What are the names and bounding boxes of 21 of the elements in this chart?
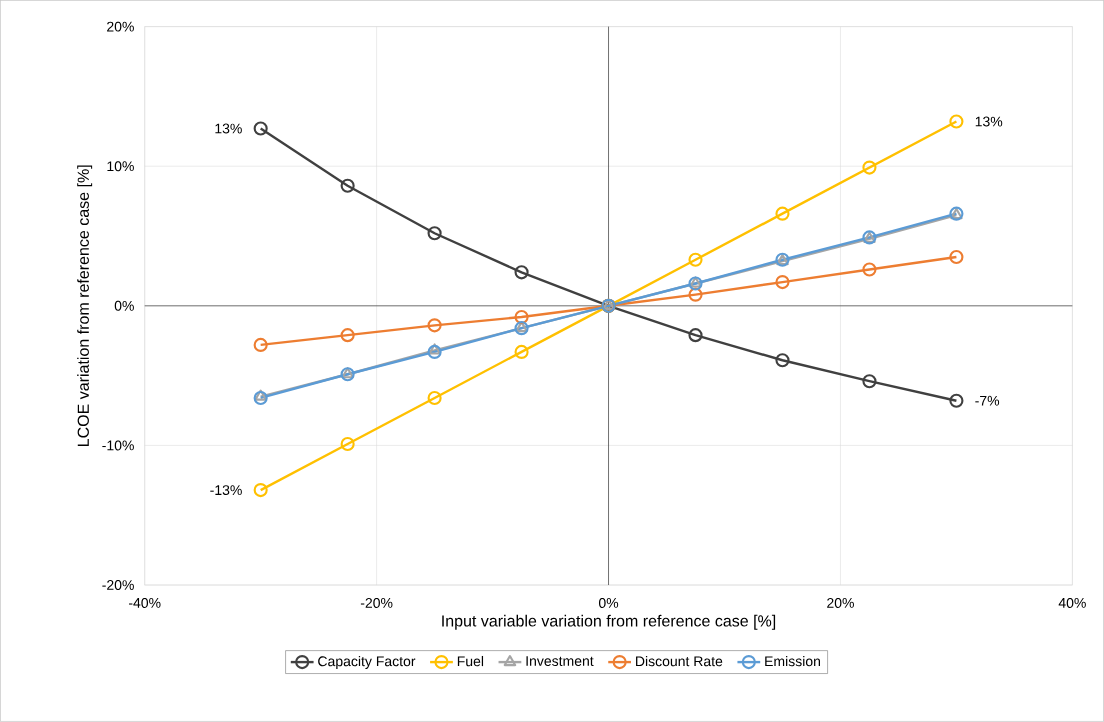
data-label: -7% xyxy=(975,396,1000,406)
x-tick-label: 20% xyxy=(827,598,854,609)
data-label: -13% xyxy=(210,485,242,496)
x-tick-label: -40% xyxy=(128,598,161,609)
y-axis-title: LCOE variation from reference case [%] xyxy=(77,165,93,447)
x-axis-title: Input variable variation from reference case [%] xyxy=(442,614,776,630)
y-tick-label: -20% xyxy=(102,580,134,591)
y-tick-label: 0% xyxy=(114,301,134,311)
legend-label: Emission xyxy=(765,656,820,667)
x-tick-label: 40% xyxy=(1058,598,1086,609)
legend-label: Investment xyxy=(526,656,594,667)
legend-label: Capacity Factor xyxy=(318,656,416,670)
legend-label: Discount Rate xyxy=(636,656,723,667)
y-tick-label: 10% xyxy=(107,161,134,172)
x-tick-label: 0% xyxy=(598,598,619,609)
data-label: 13% xyxy=(975,116,1003,127)
data-label: 13% xyxy=(215,123,242,134)
y-tick-label: -10% xyxy=(102,440,134,451)
x-tick-label: -20% xyxy=(360,598,393,609)
y-tick-label: 20% xyxy=(107,21,134,32)
legend-label: Fuel xyxy=(457,656,484,667)
